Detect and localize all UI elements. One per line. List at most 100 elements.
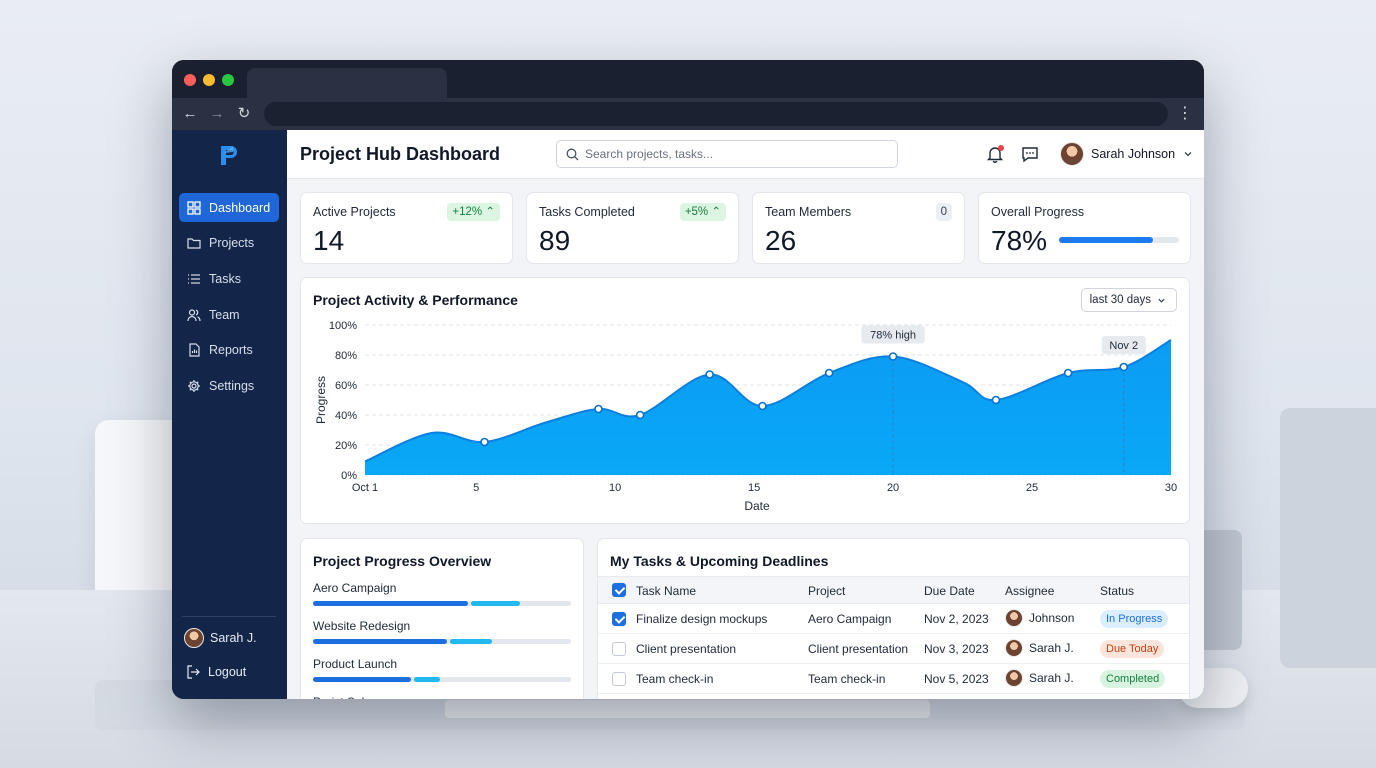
maximize-window-button[interactable] bbox=[222, 74, 234, 86]
browser-menu-icon[interactable]: ⋮ bbox=[1177, 105, 1193, 122]
count-badge: 0 bbox=[935, 203, 952, 221]
sidebar-item-tasks[interactable]: Tasks bbox=[179, 264, 279, 293]
user-name: Sarah Johnson bbox=[1091, 147, 1176, 161]
progress-done-segment bbox=[313, 639, 448, 644]
minimize-window-button[interactable] bbox=[203, 74, 215, 86]
sidebar-item-team[interactable]: Team bbox=[179, 300, 279, 329]
status-badge: In Progress bbox=[1100, 610, 1169, 628]
progress-active-segment bbox=[470, 601, 520, 606]
sidebar-item-reports[interactable]: Reports bbox=[179, 336, 279, 365]
sidebar-item-projects[interactable]: Projects bbox=[179, 229, 279, 258]
table-row[interactable]: Finalize design mockups Aero Campaign Nov … bbox=[598, 604, 1189, 634]
stat-card-active-projects: Active Projects 14 +12% ⌃ bbox=[300, 192, 513, 264]
project-progress-item[interactable]: Aero Campaign bbox=[313, 581, 571, 606]
date-range-select[interactable]: last 30 days bbox=[1080, 288, 1177, 312]
task-checkbox[interactable] bbox=[612, 612, 626, 626]
top-bar: Project Hub Dashboard Sarah Johnson bbox=[287, 130, 1204, 179]
project-progress-item[interactable]: Projct Sol... bbox=[313, 695, 571, 699]
task-project: Client presentation bbox=[808, 642, 909, 656]
search-icon bbox=[566, 148, 579, 161]
task-project: Aero Campaign bbox=[808, 612, 892, 626]
x-tick-label: 25 bbox=[1026, 482, 1038, 494]
task-due-date: Nov 2, 2023 bbox=[924, 612, 989, 626]
search-box[interactable] bbox=[556, 140, 898, 168]
avatar bbox=[184, 628, 204, 648]
column-header[interactable]: Project bbox=[808, 584, 846, 598]
y-tick-label: 100% bbox=[329, 320, 357, 332]
sidebar-user-name: Sarah J. bbox=[210, 631, 257, 645]
annotation-box bbox=[861, 325, 925, 344]
overall-progress-bar bbox=[1059, 237, 1179, 243]
sidebar-item-label: Dashboard bbox=[209, 200, 271, 215]
stat-label: Team Members bbox=[765, 205, 852, 219]
sidebar-item-settings[interactable]: Settings bbox=[179, 371, 279, 400]
data-point bbox=[635, 410, 645, 420]
sidebar-divider bbox=[182, 616, 276, 617]
data-point bbox=[594, 404, 603, 414]
task-assignee: Sarah J. bbox=[1005, 669, 1074, 687]
task-project: Team check-in bbox=[808, 672, 886, 686]
assignee-name: Sarah J. bbox=[1029, 641, 1074, 655]
back-arrow-icon[interactable]: ← bbox=[182, 105, 198, 122]
y-tick-label: 20% bbox=[335, 440, 357, 452]
table-row[interactable]: Client presentation Client presentation No… bbox=[598, 634, 1189, 664]
search-input[interactable] bbox=[585, 145, 885, 163]
task-due-date: Nov 5, 2023 bbox=[924, 672, 989, 686]
y-tick-label: 0% bbox=[341, 470, 357, 482]
stat-label: Tasks Completed bbox=[539, 205, 635, 219]
reload-icon[interactable]: ↻ bbox=[237, 105, 251, 122]
select-all-checkbox[interactable] bbox=[612, 583, 626, 597]
x-tick-label: 20 bbox=[887, 482, 899, 494]
bell-icon bbox=[986, 147, 1004, 163]
backdrop-monitor bbox=[1280, 408, 1376, 668]
y-axis-label: Progress bbox=[314, 376, 328, 424]
assignee-name: Johnson bbox=[1029, 611, 1075, 625]
column-header[interactable]: Due Date bbox=[924, 584, 975, 598]
project-progress-bar bbox=[313, 677, 571, 682]
task-checkbox[interactable] bbox=[612, 642, 626, 656]
sidebar-nav: Dashboard Projects Tasks Team Reports bbox=[179, 193, 279, 407]
project-progress-item[interactable]: Website Redesign bbox=[313, 619, 571, 644]
logout-label: Logout bbox=[208, 665, 247, 679]
project-progress-item[interactable]: Product Launch bbox=[313, 657, 571, 682]
sidebar: Dashboard Projects Tasks Team Reports bbox=[172, 130, 287, 699]
forward-arrow-icon[interactable]: → bbox=[209, 105, 225, 122]
column-header[interactable]: Task Name bbox=[636, 584, 697, 598]
x-tick-label: 10 bbox=[609, 482, 621, 494]
annotation-label: Nov 2 bbox=[1109, 340, 1138, 352]
overview-title: Project Progress Overview bbox=[313, 553, 492, 569]
address-bar[interactable] bbox=[264, 102, 1168, 126]
data-point bbox=[705, 370, 714, 379]
chevron-down-icon bbox=[1184, 152, 1192, 157]
project-name: Aero Campaign bbox=[313, 581, 397, 595]
task-name: Finalize design mockups bbox=[636, 612, 768, 626]
column-header[interactable]: Assignee bbox=[1005, 584, 1055, 598]
sidebar-user[interactable]: Sarah J. bbox=[184, 628, 257, 648]
notification-dot bbox=[998, 145, 1004, 151]
arrow-up-icon: ⌃ bbox=[711, 206, 721, 218]
x-tick-label: 30 bbox=[1165, 482, 1177, 494]
gear-icon bbox=[188, 379, 200, 392]
user-menu[interactable]: Sarah Johnson bbox=[1060, 142, 1193, 166]
column-header[interactable]: Status bbox=[1100, 584, 1135, 598]
table-row[interactable]: Team check-in Team check-in Nov 5, 2023 Sar… bbox=[598, 664, 1189, 694]
browser-tab[interactable] bbox=[247, 68, 447, 98]
notifications-button[interactable] bbox=[985, 144, 1005, 164]
logout-button[interactable]: Logout bbox=[186, 665, 246, 679]
data-point bbox=[1063, 368, 1073, 378]
messages-button[interactable] bbox=[1020, 144, 1040, 164]
close-window-button[interactable] bbox=[184, 74, 196, 86]
app-logo-icon bbox=[221, 146, 237, 165]
data-point bbox=[991, 395, 1001, 405]
task-name: Team check-in bbox=[636, 672, 714, 686]
overall-progress-fill bbox=[1059, 237, 1153, 243]
stat-card-team-members: Team Members 26 0 bbox=[752, 192, 965, 264]
tasks-title: My Tasks & Upcoming Deadlines bbox=[610, 553, 829, 569]
activity-chart: 0% 20% 40% 60% 80% 100% Oct 1 5 10 15 20 25 30 Date Pr… bbox=[314, 320, 1177, 513]
list-icon bbox=[188, 274, 200, 284]
sidebar-item-label: Tasks bbox=[209, 271, 241, 286]
sidebar-item-dashboard[interactable]: Dashboard bbox=[179, 193, 279, 222]
x-tick-label: Oct 1 bbox=[352, 482, 378, 494]
task-checkbox[interactable] bbox=[612, 672, 626, 686]
browser-toolbar: ← → ↻ ⋮ bbox=[172, 98, 1204, 130]
